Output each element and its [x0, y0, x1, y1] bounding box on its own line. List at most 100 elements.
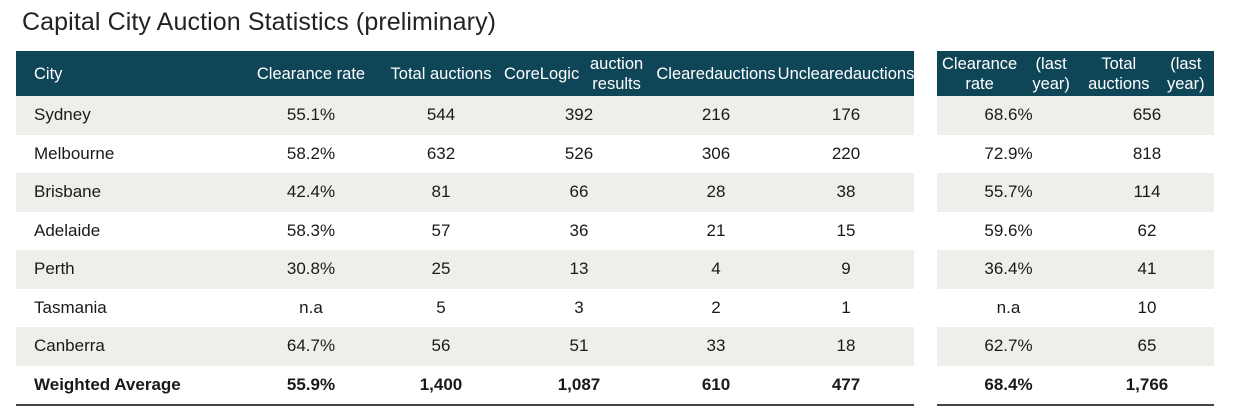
table-row-perth: 36.4% 41 — [937, 250, 1214, 289]
cell-total-auctions-last-year: 62 — [1137, 220, 1157, 240]
cell-total-auctions: 25 — [431, 259, 451, 279]
table-row-tasmania: Tasmania n.a 5 3 2 1 — [16, 289, 914, 328]
cell-clearance-rate: 55.9% — [286, 374, 336, 394]
header-uncleared-auctions: Uncleared auctions — [778, 51, 915, 96]
cell-city: Melbourne — [34, 143, 115, 163]
header-total-auctions: Total auctions — [378, 51, 504, 96]
cell-clearance-rate: 55.1% — [286, 105, 336, 125]
cell-total-auctions: 544 — [426, 105, 456, 125]
cell-total-auctions-last-year: 114 — [1133, 182, 1161, 202]
cell-corelogic-results: 36 — [569, 220, 589, 240]
cell-cleared-auctions: 21 — [706, 220, 726, 240]
cell-city: Adelaide — [34, 220, 101, 240]
table-row-perth: Perth 30.8% 25 13 4 9 — [16, 250, 914, 289]
cell-city: Weighted Average — [34, 374, 181, 394]
cell-corelogic-results: 392 — [564, 105, 594, 125]
cell-corelogic-results: 13 — [569, 259, 589, 279]
cell-uncleared-auctions: 18 — [836, 336, 856, 356]
table-row-sydney: Sydney 55.1% 544 392 216 176 — [16, 96, 914, 135]
cell-uncleared-auctions: 477 — [831, 374, 861, 394]
header-city-line: City — [34, 65, 63, 83]
header-total-auctions-last-year-line: Total auctions — [1088, 55, 1150, 93]
cell-clearance-rate: 30.8% — [286, 259, 336, 279]
header-clearance-rate-last-year-line: Clearance rate — [942, 55, 1018, 93]
auction-table-last-year: Clearance rate (last year) Total auctions (… — [937, 51, 1214, 406]
cell-total-auctions-last-year: 818 — [1132, 143, 1162, 163]
cell-corelogic-results: 3 — [574, 297, 584, 317]
page-title: Capital City Auction Statistics (prelimi… — [22, 8, 497, 36]
table-body-last-year: 68.6% 656 72.9% 818 55.7% 114 59.6% 62 36.4% 41 n.… — [937, 96, 1214, 406]
cell-clearance-rate-last-year: 72.9% — [984, 143, 1033, 163]
cell-uncleared-auctions: 176 — [831, 105, 861, 125]
header-clearance-rate-line: Clearance rate — [256, 65, 366, 83]
cell-total-auctions: 57 — [431, 220, 451, 240]
cell-clearance-rate-last-year: 68.6% — [984, 105, 1033, 125]
table-row-sydney: 68.6% 656 — [937, 96, 1214, 135]
cell-cleared-auctions: 4 — [711, 259, 721, 279]
cell-uncleared-auctions: 220 — [831, 143, 861, 163]
cell-city: Perth — [34, 259, 75, 279]
header-cleared-auctions: Cleared auctions — [654, 51, 778, 96]
cell-clearance-rate-last-year: 62.7% — [984, 336, 1033, 356]
cell-total-auctions-last-year: 1,766 — [1125, 374, 1169, 394]
cell-city: Sydney — [34, 105, 91, 125]
header-total-auctions-line: Total auctions — [390, 65, 492, 83]
cell-city: Brisbane — [34, 182, 102, 202]
cell-clearance-rate: 64.7% — [286, 336, 336, 356]
header-corelogic-results-line: CoreLogic — [504, 65, 580, 83]
cell-cleared-auctions: 28 — [706, 182, 726, 202]
cell-clearance-rate: 58.2% — [286, 143, 336, 163]
table-row-canberra: 62.7% 65 — [937, 327, 1214, 366]
cell-cleared-auctions: 2 — [711, 297, 721, 317]
cell-corelogic-results: 526 — [564, 143, 594, 163]
cell-total-auctions-last-year: 65 — [1137, 336, 1157, 356]
cell-uncleared-auctions: 9 — [841, 259, 851, 279]
cell-uncleared-auctions: 1 — [841, 297, 851, 317]
cell-total-auctions: 81 — [431, 182, 451, 202]
cell-clearance-rate-last-year: 68.4% — [984, 374, 1033, 394]
cell-clearance-rate-last-year: 59.6% — [984, 220, 1033, 240]
cell-corelogic-results: 51 — [569, 336, 589, 356]
table-row-brisbane: Brisbane 42.4% 81 66 28 38 — [16, 173, 914, 212]
cell-clearance-rate: 42.4% — [286, 182, 336, 202]
table-row-tasmania: n.a 10 — [937, 289, 1214, 328]
table-row-adelaide: Adelaide 58.3% 57 36 21 15 — [16, 212, 914, 251]
cell-clearance-rate-last-year: 55.7% — [984, 182, 1033, 202]
cell-total-auctions: 56 — [431, 336, 451, 356]
auction-table-current: City Clearance rate Total auctions CoreLogi… — [16, 51, 914, 406]
header-corelogic-results: CoreLogic auction results — [504, 51, 654, 96]
cell-uncleared-auctions: 15 — [836, 220, 856, 240]
header-total-auctions-last-year-line: (last year) — [1167, 55, 1205, 93]
cell-total-auctions: 1,400 — [419, 374, 463, 394]
header-city: City — [16, 51, 244, 96]
cell-clearance-rate: 58.3% — [286, 220, 336, 240]
cell-cleared-auctions: 216 — [701, 105, 731, 125]
table-row-melbourne: 72.9% 818 — [937, 135, 1214, 174]
table-header: City Clearance rate Total auctions CoreLogi… — [16, 51, 914, 96]
table-body: Sydney 55.1% 544 392 216 176 Melbourne 58.2% 632… — [16, 96, 914, 406]
header-clearance-rate-last-year: Clearance rate (last year) — [937, 51, 1080, 96]
table-row-total: Weighted Average 55.9% 1,400 1,087 610 477 — [16, 366, 914, 406]
cell-uncleared-auctions: 38 — [836, 182, 856, 202]
header-clearance-rate-last-year-line: (last year) — [1032, 55, 1070, 93]
cell-cleared-auctions: 306 — [701, 143, 731, 163]
cell-total-auctions-last-year: 41 — [1137, 259, 1157, 279]
cell-cleared-auctions: 610 — [701, 374, 731, 394]
table-row-brisbane: 55.7% 114 — [937, 173, 1214, 212]
table-row-adelaide: 59.6% 62 — [937, 212, 1214, 251]
table-row-total: 68.4% 1,766 — [937, 366, 1214, 406]
header-total-auctions-last-year: Total auctions (last year) — [1080, 51, 1214, 96]
header-uncleared-auctions-line: auctions — [852, 65, 915, 83]
table-row-melbourne: Melbourne 58.2% 632 526 306 220 — [16, 135, 914, 174]
cell-total-auctions: 632 — [426, 143, 456, 163]
cell-cleared-auctions: 33 — [706, 336, 726, 356]
cell-total-auctions-last-year: 656 — [1132, 105, 1162, 125]
cell-corelogic-results: 1,087 — [557, 374, 601, 394]
cell-total-auctions-last-year: 10 — [1137, 297, 1157, 317]
cell-total-auctions: 5 — [436, 297, 446, 317]
cell-clearance-rate: n.a — [299, 297, 323, 317]
header-cleared-auctions-line: Cleared — [656, 65, 715, 83]
cell-clearance-rate-last-year: n.a — [996, 297, 1021, 317]
header-corelogic-results-line: auction results — [590, 55, 644, 93]
cell-clearance-rate-last-year: 36.4% — [984, 259, 1033, 279]
